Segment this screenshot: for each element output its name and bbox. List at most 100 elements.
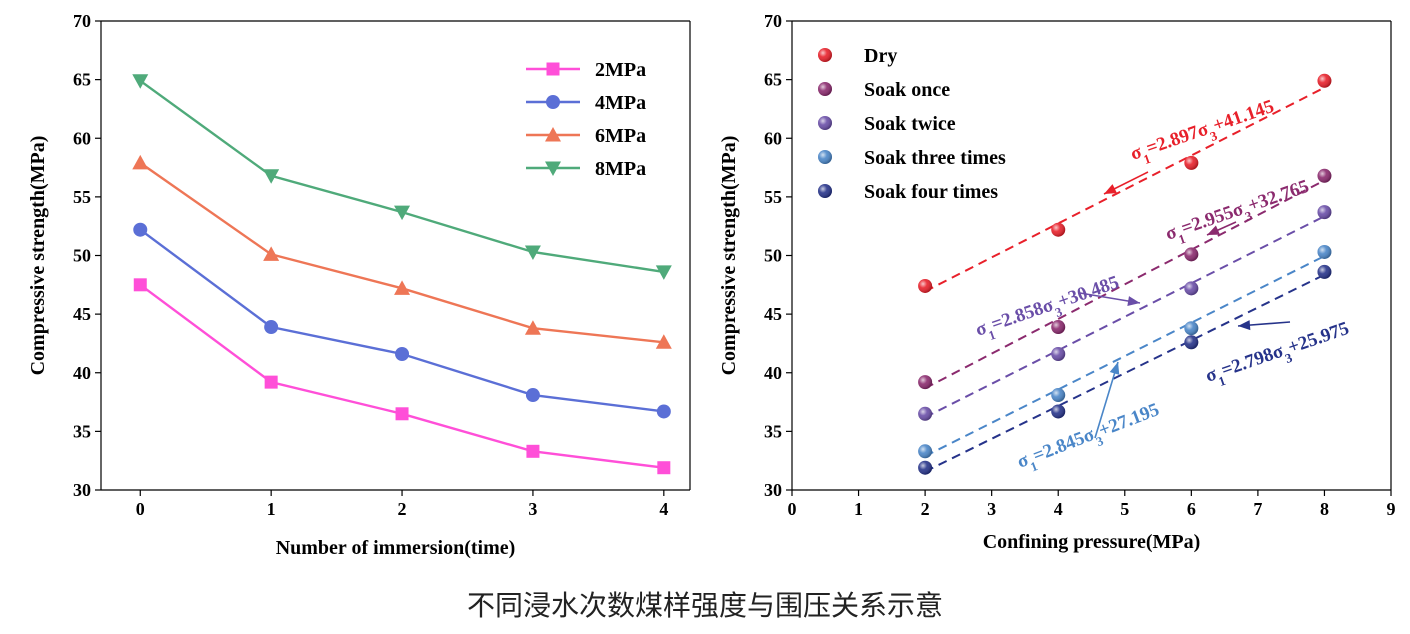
right-legend-label: Soak twice [864, 113, 956, 135]
left-data-point-4MPa [264, 320, 279, 335]
left-series-line-4MPa [139, 228, 664, 413]
right-legend-marker-shine [818, 82, 832, 96]
right-fit-line-Soak once [924, 179, 1325, 390]
sigma-subscript: 3 [1243, 207, 1255, 223]
sigma-subscript: 1 [1141, 150, 1152, 166]
right-data-point-shine [1317, 205, 1332, 220]
left-data-point-2MPa [657, 461, 671, 475]
right-x-tick-label: 3 [987, 499, 996, 519]
right-fit-arrow-head [1207, 225, 1220, 235]
equation-text: =2.955 [1179, 202, 1236, 239]
left-legend-marker-6MPa [545, 127, 561, 142]
sigma-subscript: 3 [1283, 349, 1295, 365]
right-legend-label: Dry [864, 45, 897, 67]
right-x-tick-label: 6 [1187, 499, 1196, 519]
right-legend-marker-shine [818, 184, 832, 198]
right-x-tick-label: 2 [921, 499, 930, 519]
equation-text: +41.145 [1210, 96, 1276, 136]
right-y-tick-label: 55 [764, 187, 782, 207]
right-y-tick-label: 50 [764, 246, 782, 266]
right-legend-label: Soak four times [864, 181, 998, 203]
right-data-point-shine [1317, 73, 1332, 88]
left-data-point-2MPa [395, 407, 409, 421]
left-data-point-4MPa [133, 222, 148, 237]
left-y-axis-title: Compressive strength(MPa) [27, 136, 49, 376]
right-x-tick-label: 8 [1320, 499, 1329, 519]
sigma-subscript: 1 [1028, 458, 1039, 474]
figure-caption: 不同浸水次数煤样强度与围压关系示意 [466, 589, 943, 622]
right-fit-arrow [1094, 361, 1119, 439]
right-y-tick-label: 70 [764, 11, 782, 31]
left-x-tick-label: 0 [136, 499, 145, 519]
right-y-tick-label: 40 [764, 363, 782, 383]
left-y-tick-label: 40 [73, 363, 91, 383]
sigma-subscript: 1 [1216, 372, 1227, 388]
sigma-subscript: 1 [986, 326, 997, 342]
right-data-point-shine [1184, 247, 1199, 262]
right-data-point-shine [1184, 155, 1199, 170]
right-x-axis-title: Confining pressure(MPa) [983, 531, 1201, 553]
right-y-tick-label: 60 [764, 128, 782, 148]
left-data-point-8MPa [394, 205, 411, 221]
equation-text: +30.485 [1055, 272, 1121, 312]
right-x-tick-label: 4 [1054, 499, 1063, 519]
equation-text: +27.195 [1096, 399, 1162, 441]
left-x-tick-label: 4 [659, 499, 668, 519]
left-data-point-8MPa [263, 169, 280, 184]
equation-text: =2.845 [1030, 428, 1088, 467]
right-data-point-shine [1051, 346, 1066, 361]
left-y-tick-label: 45 [73, 304, 91, 324]
sigma-subscript: 3 [1094, 432, 1106, 449]
right-data-point-shine [1051, 388, 1066, 403]
left-legend-label: 8MPa [595, 158, 646, 180]
right-data-point-shine [918, 278, 933, 293]
left-data-point-4MPa [525, 388, 540, 403]
right-data-point-shine [918, 444, 933, 459]
right-x-tick-label: 1 [854, 499, 863, 519]
right-data-point-shine [1051, 222, 1066, 237]
right-x-tick-label: 7 [1253, 499, 1262, 519]
left-data-point-8MPa [132, 74, 149, 89]
left-data-point-6MPa [132, 154, 149, 170]
right-fit-line-Soak four times [924, 273, 1325, 473]
left-y-tick-label: 60 [73, 128, 91, 148]
right-fit-equation-label: σ1=2.897σ3+41.145 [1128, 96, 1279, 170]
right-data-point-shine [1317, 264, 1332, 279]
right-fit-arrow-head [1109, 362, 1120, 375]
right-x-tick-label: 0 [788, 499, 797, 519]
left-legend-marker-8MPa [545, 161, 561, 176]
right-x-tick-label: 5 [1120, 499, 1129, 519]
equation-text: +32.765 [1245, 176, 1311, 216]
left-data-point-6MPa [263, 246, 280, 261]
right-data-point-shine [918, 406, 933, 421]
left-data-point-6MPa [394, 280, 411, 295]
left-legend-label: 4MPa [595, 92, 646, 114]
right-data-point-shine [918, 375, 933, 390]
right-fit-equation-label: σ1=2.845σ3+27.195 [1014, 399, 1164, 478]
left-data-point-2MPa [133, 278, 147, 292]
right-legend-marker-shine [818, 150, 832, 164]
left-y-tick-label: 65 [73, 70, 91, 90]
right-y-tick-label: 30 [764, 480, 782, 500]
left-y-tick-label: 70 [73, 11, 91, 31]
right-fit-arrow-head [1238, 320, 1251, 331]
sigma-subscript: 1 [1176, 230, 1187, 246]
right-fit-arrow-head [1127, 296, 1140, 306]
left-data-point-2MPa [264, 375, 278, 389]
left-data-point-2MPa [526, 444, 540, 458]
right-fit-equation-label: σ1=2.798σ3+25.975 [1203, 318, 1354, 392]
left-legend-label: 6MPa [595, 125, 646, 147]
sigma-subscript: 3 [1053, 303, 1065, 319]
right-fit-equation-label: σ1=2.858σ3+30.485 [973, 272, 1124, 346]
right-data-point-shine [918, 460, 933, 475]
left-data-point-4MPa [656, 404, 671, 419]
right-data-point-shine [1317, 168, 1332, 183]
right-legend-label: Soak three times [864, 147, 1006, 169]
left-data-point-4MPa [395, 346, 410, 361]
right-fit-equation-label: σ1=2.955σ3+32.765 [1163, 176, 1314, 250]
right-x-tick-label: 9 [1387, 499, 1396, 519]
left-x-axis-title: Number of immersion(time) [276, 537, 516, 559]
